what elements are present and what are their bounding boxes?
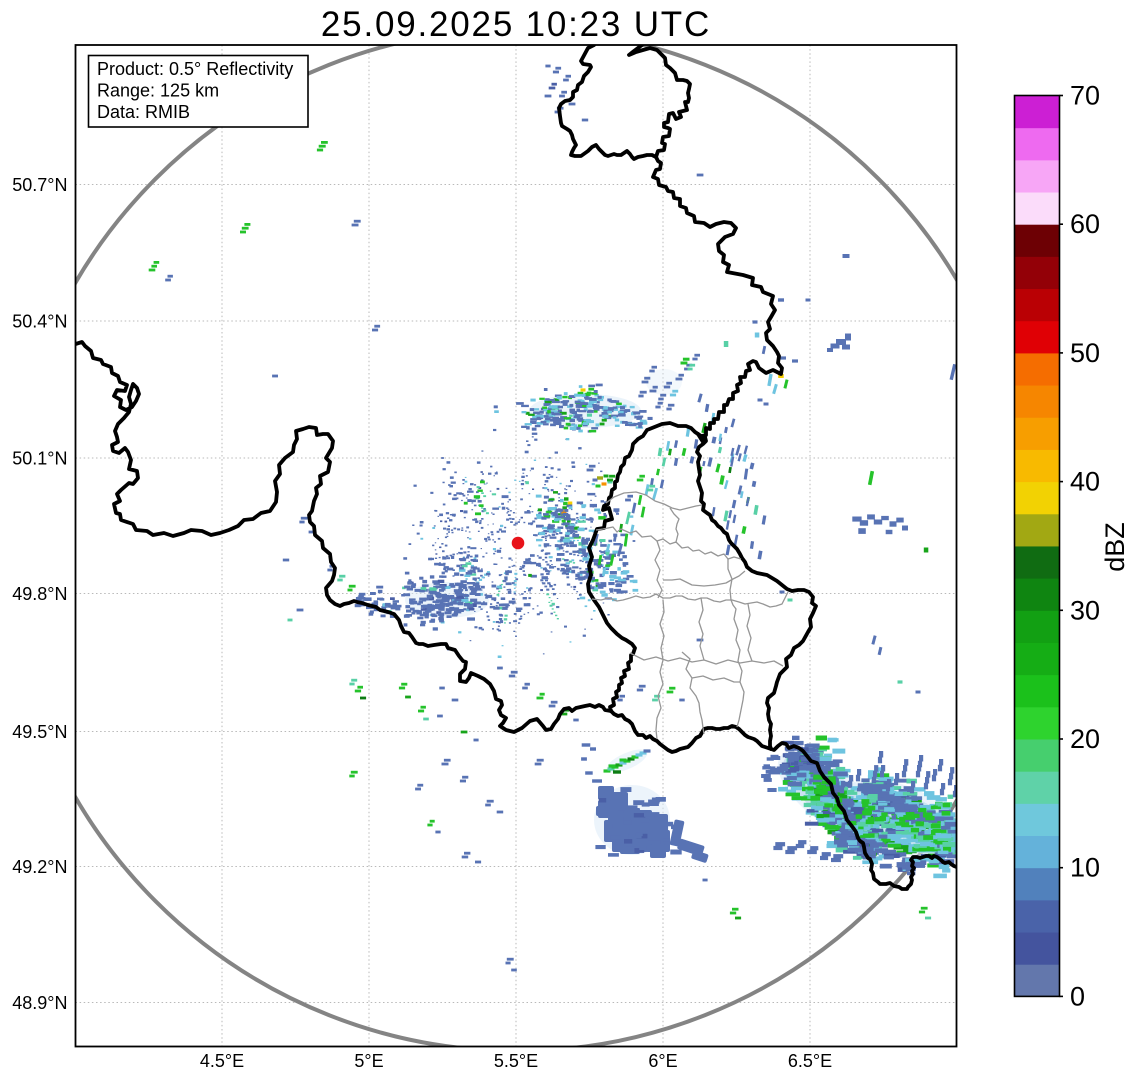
svg-text:0: 0 bbox=[1070, 981, 1085, 1011]
svg-text:10: 10 bbox=[1070, 853, 1100, 883]
svg-text:50.1°N: 50.1°N bbox=[12, 449, 67, 469]
svg-text:dBZ: dBZ bbox=[1100, 522, 1130, 572]
svg-text:6°E: 6°E bbox=[648, 1051, 677, 1071]
svg-text:Data: RMIB: Data: RMIB bbox=[97, 102, 190, 122]
svg-text:40: 40 bbox=[1070, 467, 1100, 497]
svg-text:60: 60 bbox=[1070, 209, 1100, 239]
svg-text:50: 50 bbox=[1070, 338, 1100, 368]
svg-text:20: 20 bbox=[1070, 724, 1100, 754]
svg-text:50.7°N: 50.7°N bbox=[12, 175, 67, 195]
svg-text:25.09.2025 10:23 UTC: 25.09.2025 10:23 UTC bbox=[321, 5, 711, 44]
svg-text:6.5°E: 6.5°E bbox=[788, 1051, 832, 1071]
svg-text:49.5°N: 49.5°N bbox=[12, 722, 67, 742]
svg-text:4.5°E: 4.5°E bbox=[200, 1051, 244, 1071]
svg-text:5.5°E: 5.5°E bbox=[494, 1051, 538, 1071]
svg-text:49.2°N: 49.2°N bbox=[12, 857, 67, 877]
svg-text:70: 70 bbox=[1070, 81, 1100, 111]
svg-text:49.8°N: 49.8°N bbox=[12, 584, 67, 604]
svg-text:48.9°N: 48.9°N bbox=[12, 993, 67, 1013]
svg-text:Product: 0.5° Reflectivity: Product: 0.5° Reflectivity bbox=[97, 59, 293, 79]
svg-text:30: 30 bbox=[1070, 595, 1100, 625]
svg-text:5°E: 5°E bbox=[354, 1051, 383, 1071]
svg-text:50.4°N: 50.4°N bbox=[12, 312, 67, 332]
svg-text:Range: 125 km: Range: 125 km bbox=[97, 81, 219, 101]
